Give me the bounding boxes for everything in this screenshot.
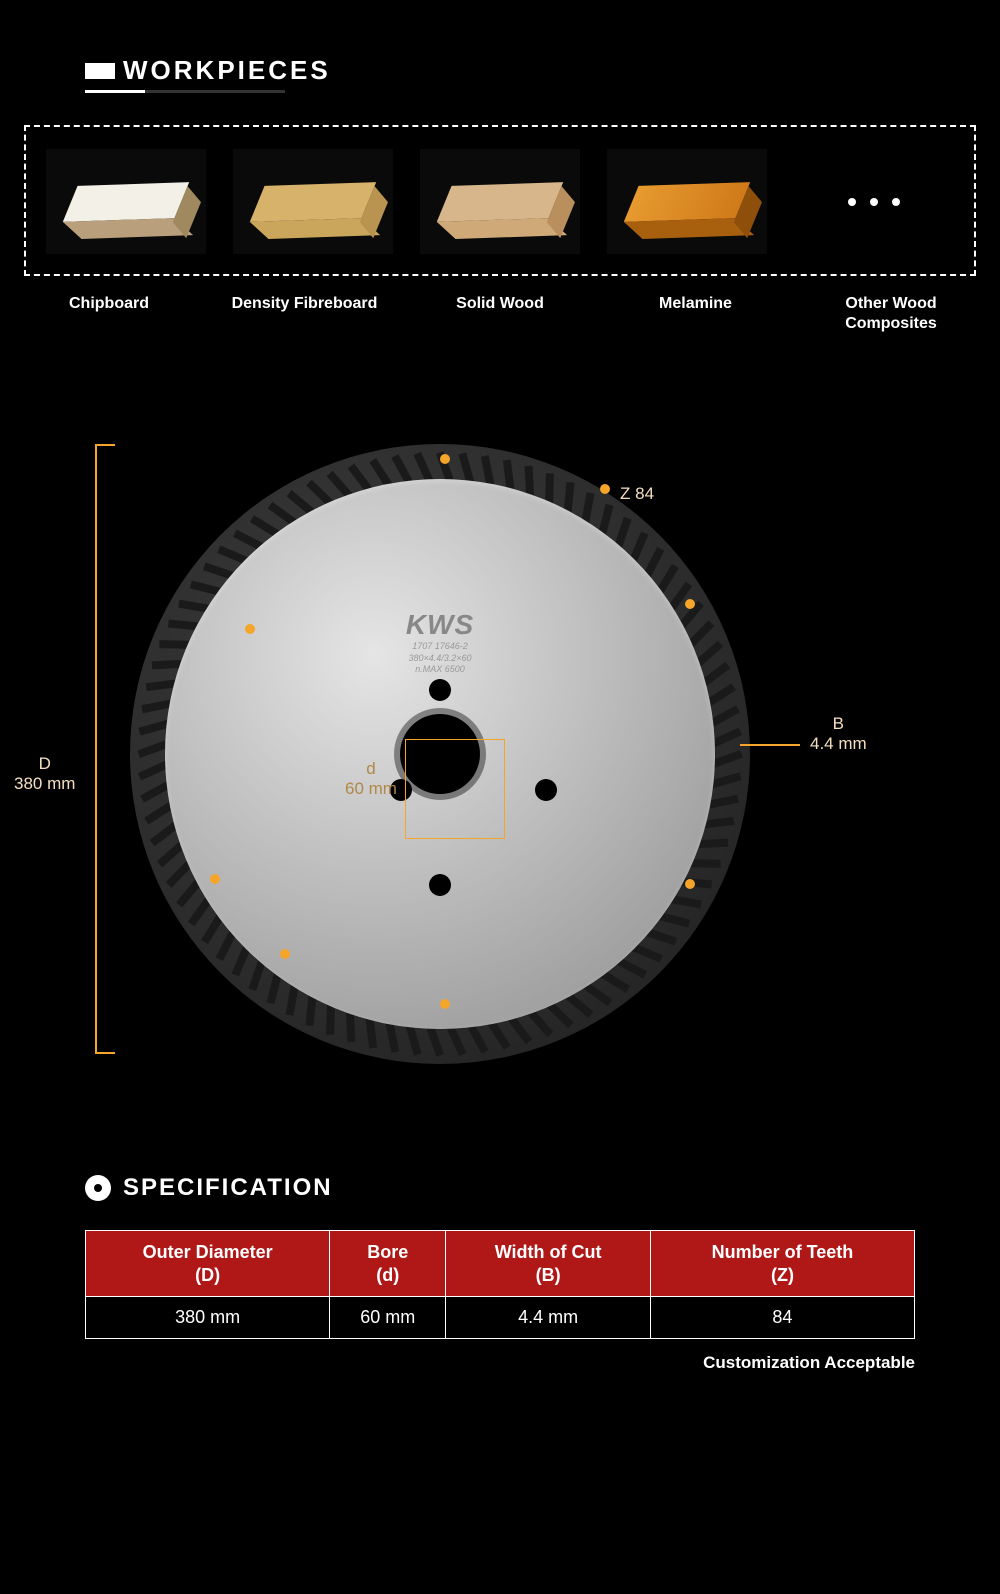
- customization-note: Customization Acceptable: [0, 1353, 915, 1373]
- brand-sub3: n.MAX 6500: [406, 664, 474, 676]
- workpiece-tile-chipboard: [46, 149, 206, 254]
- spec-val-D: 380 mm: [86, 1297, 330, 1339]
- spec-col-B: Width of Cut (B): [446, 1231, 651, 1297]
- spec-col-title: Width of Cut: [495, 1242, 602, 1262]
- spec-bullet-icon: [85, 1175, 111, 1201]
- spec-col-d: Bore (d): [330, 1231, 446, 1297]
- table-header-row: Outer Diameter (D) Bore (d) Width of Cut…: [86, 1231, 915, 1297]
- callout-B-label: B: [833, 714, 844, 733]
- header-bar-icon: [85, 63, 115, 79]
- workpiece-tile-melamine: [607, 149, 767, 254]
- wp-label-other: Other Wood Composites: [806, 294, 976, 334]
- marker-dot-icon: [440, 999, 450, 1009]
- workpiece-tile-mdf: [233, 149, 393, 254]
- pinhole: [429, 874, 451, 896]
- chipboard-block: [63, 182, 189, 222]
- callout-d-label: d: [366, 759, 375, 778]
- brand-sub2: 380×4.4/3.2×60: [406, 653, 474, 665]
- spec-col-Z: Number of Teeth (Z): [650, 1231, 914, 1297]
- pinhole: [429, 679, 451, 701]
- brand-text: KWS 1707 17646-2 380×4.4/3.2×60 n.MAX 65…: [406, 609, 474, 676]
- callout-B-value: 4.4 mm: [810, 734, 867, 753]
- marker-dot-icon: [685, 599, 695, 609]
- spec-col-sub: (D): [92, 1264, 323, 1287]
- pointer-B: [740, 744, 800, 746]
- page: WORKPIECES Chipboard Densit: [0, 0, 1000, 1413]
- spec-col-title: Number of Teeth: [712, 1242, 854, 1262]
- spec-val-Z: 84: [650, 1297, 914, 1339]
- melamine-block: [624, 182, 750, 222]
- wp-label-melamine: Melamine: [611, 294, 781, 334]
- blade-diagram: D 380 mm Z 84 KWS 1707 17646-2 380×4.4/3…: [0, 444, 1000, 1124]
- bore-callout-box: [405, 739, 505, 839]
- header-underline: [85, 90, 285, 93]
- blade-disc: KWS 1707 17646-2 380×4.4/3.2×60 n.MAX 65…: [165, 479, 715, 1029]
- spec-table: Outer Diameter (D) Bore (d) Width of Cut…: [85, 1230, 915, 1339]
- spec-col-sub: (d): [336, 1264, 439, 1287]
- marker-dot-icon: [600, 484, 610, 494]
- marker-dot-icon: [440, 454, 450, 464]
- workpieces-box: [24, 125, 976, 276]
- callout-D-label: D: [39, 754, 51, 773]
- wood-block: [437, 182, 563, 222]
- saw-blade: KWS 1707 17646-2 380×4.4/3.2×60 n.MAX 65…: [130, 444, 750, 1064]
- pinhole: [535, 779, 557, 801]
- spec-val-d: 60 mm: [330, 1297, 446, 1339]
- callout-d: d 60 mm: [345, 759, 397, 799]
- brand-sub1: 1707 17646-2: [406, 641, 474, 653]
- spec-col-sub: (B): [452, 1264, 644, 1287]
- workpieces-header: WORKPIECES: [0, 0, 1000, 86]
- spec-col-sub: (Z): [657, 1264, 908, 1287]
- specification-title: SPECIFICATION: [123, 1174, 333, 1202]
- marker-dot-icon: [245, 624, 255, 634]
- callout-d-value: 60 mm: [345, 779, 397, 798]
- workpiece-more-icon: [794, 198, 954, 206]
- marker-dot-icon: [280, 949, 290, 959]
- marker-dot-icon: [210, 874, 220, 884]
- workpieces-labels: Chipboard Density Fibreboard Solid Wood …: [24, 294, 976, 334]
- spec-col-title: Bore: [367, 1242, 408, 1262]
- brand-logo: KWS: [406, 609, 474, 641]
- wp-label-chipboard: Chipboard: [24, 294, 194, 334]
- table-row: 380 mm 60 mm 4.4 mm 84: [86, 1297, 915, 1339]
- marker-dot-icon: [685, 879, 695, 889]
- specification-header: SPECIFICATION: [0, 1174, 1000, 1202]
- bracket-D: [95, 444, 115, 1054]
- spec-col-D: Outer Diameter (D): [86, 1231, 330, 1297]
- wp-label-mdf: Density Fibreboard: [220, 294, 390, 334]
- workpieces-title: WORKPIECES: [123, 55, 331, 86]
- callout-B: B 4.4 mm: [810, 714, 867, 754]
- wp-label-wood: Solid Wood: [415, 294, 585, 334]
- spec-col-title: Outer Diameter: [143, 1242, 273, 1262]
- workpiece-tile-solid-wood: [420, 149, 580, 254]
- spec-val-B: 4.4 mm: [446, 1297, 651, 1339]
- callout-D: D 380 mm: [14, 754, 75, 794]
- callout-D-value: 380 mm: [14, 774, 75, 794]
- mdf-block: [250, 182, 376, 222]
